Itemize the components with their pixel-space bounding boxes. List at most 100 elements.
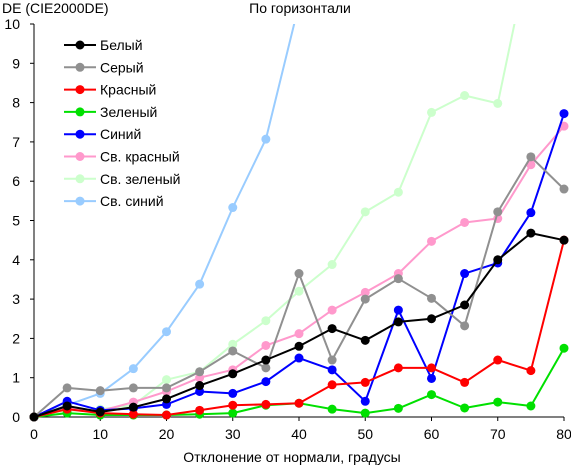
legend-item-1: Белый (64, 37, 143, 53)
data-point (526, 208, 536, 218)
legend-item-4: Зеленый (64, 104, 157, 120)
data-point (526, 152, 536, 162)
legend-item-2: Серый (64, 59, 144, 75)
data-point (162, 410, 171, 420)
data-point (493, 207, 503, 217)
data-point (95, 407, 105, 417)
legend-label: Синий (100, 126, 141, 142)
data-point (393, 363, 403, 373)
data-point (393, 317, 403, 327)
data-point (228, 408, 238, 418)
data-point (327, 355, 337, 365)
x-tick-label: 10 (92, 426, 108, 442)
chart-title: По горизонтали (249, 0, 351, 16)
legend-item-6: Св. красный (64, 149, 180, 165)
plot-area: 0 1 2 3 4 5 6 7 8 9 10 0 10 20 30 40 50 60 70 80 (4, 16, 571, 442)
data-point (460, 377, 470, 387)
data-point (460, 269, 470, 279)
data-point (327, 305, 337, 315)
legend-marker (75, 40, 85, 50)
legend-label: Зеленый (100, 104, 157, 120)
data-point (493, 255, 503, 265)
data-point (526, 228, 536, 238)
data-point (427, 314, 436, 324)
legend-label: Серый (100, 59, 144, 75)
data-point (294, 341, 304, 351)
legend-marker (75, 174, 85, 184)
data-point (427, 390, 436, 400)
y-tick-label: 0 (12, 409, 20, 425)
data-point (559, 343, 569, 353)
data-point (460, 217, 470, 227)
x-tick-label: 20 (159, 426, 175, 442)
data-point (559, 121, 569, 131)
x-tick-label: 60 (424, 426, 440, 442)
legend-marker (75, 62, 85, 72)
data-point (327, 365, 337, 375)
legend: Белый Серый Красный Зеленый Синий Св. красный… (64, 37, 180, 209)
legend-label: Св. синий (100, 193, 164, 209)
data-point (62, 383, 72, 393)
legend-label: Св. красный (100, 149, 180, 165)
data-point (294, 329, 304, 339)
data-point (128, 364, 138, 374)
data-point (327, 324, 337, 334)
data-point (294, 286, 304, 296)
data-point (427, 107, 436, 117)
series-layer (29, 24, 569, 422)
data-point (261, 134, 271, 144)
data-point (195, 367, 205, 377)
data-point (360, 287, 370, 297)
data-point (162, 327, 171, 337)
legend-marker (75, 129, 85, 139)
legend-item-3: Красный (64, 82, 156, 98)
legend-item-7: Св. зеленый (64, 171, 180, 187)
data-point (393, 305, 403, 315)
data-point (62, 401, 72, 411)
y-tick-label: 7 (12, 134, 20, 150)
data-point (228, 388, 238, 398)
data-point (128, 402, 138, 412)
data-point (29, 412, 39, 422)
data-point (360, 377, 370, 387)
data-point (128, 383, 138, 393)
y-tick-label: 1 (12, 370, 20, 386)
data-point (493, 98, 503, 108)
data-point (460, 91, 470, 101)
data-point (261, 363, 271, 373)
y-tick-label: 9 (12, 55, 20, 71)
data-point (559, 184, 569, 194)
x-tick-label: 30 (225, 426, 241, 442)
data-point (327, 380, 337, 390)
y-tick-label: 3 (12, 291, 20, 307)
data-point (360, 335, 370, 345)
y-tick-label: 2 (12, 330, 20, 346)
y-tick-label: 6 (12, 173, 20, 189)
data-point (228, 339, 238, 349)
data-point (360, 207, 370, 217)
data-point (128, 409, 138, 419)
data-point (195, 381, 205, 391)
y-tick-label: 4 (12, 252, 20, 268)
data-point (261, 316, 271, 326)
series-3 (29, 235, 569, 422)
legend-label: Красный (100, 82, 156, 98)
x-tick-label: 0 (30, 426, 38, 442)
data-point (427, 293, 436, 303)
y-tick-label: 5 (12, 213, 20, 229)
legend-item-8: Св. синий (64, 193, 164, 209)
data-point (327, 404, 337, 414)
legend-label: Св. зеленый (100, 171, 180, 187)
y-tick-label: 8 (12, 95, 20, 111)
data-point (294, 398, 304, 408)
x-tick-label: 70 (490, 426, 506, 442)
data-point (559, 235, 569, 245)
data-point (162, 394, 171, 404)
legend-marker (75, 107, 85, 117)
legend-item-5: Синий (64, 126, 141, 142)
data-point (559, 109, 569, 119)
x-tick-label: 40 (291, 426, 307, 442)
data-point (162, 383, 171, 393)
legend-label: Белый (100, 37, 143, 53)
